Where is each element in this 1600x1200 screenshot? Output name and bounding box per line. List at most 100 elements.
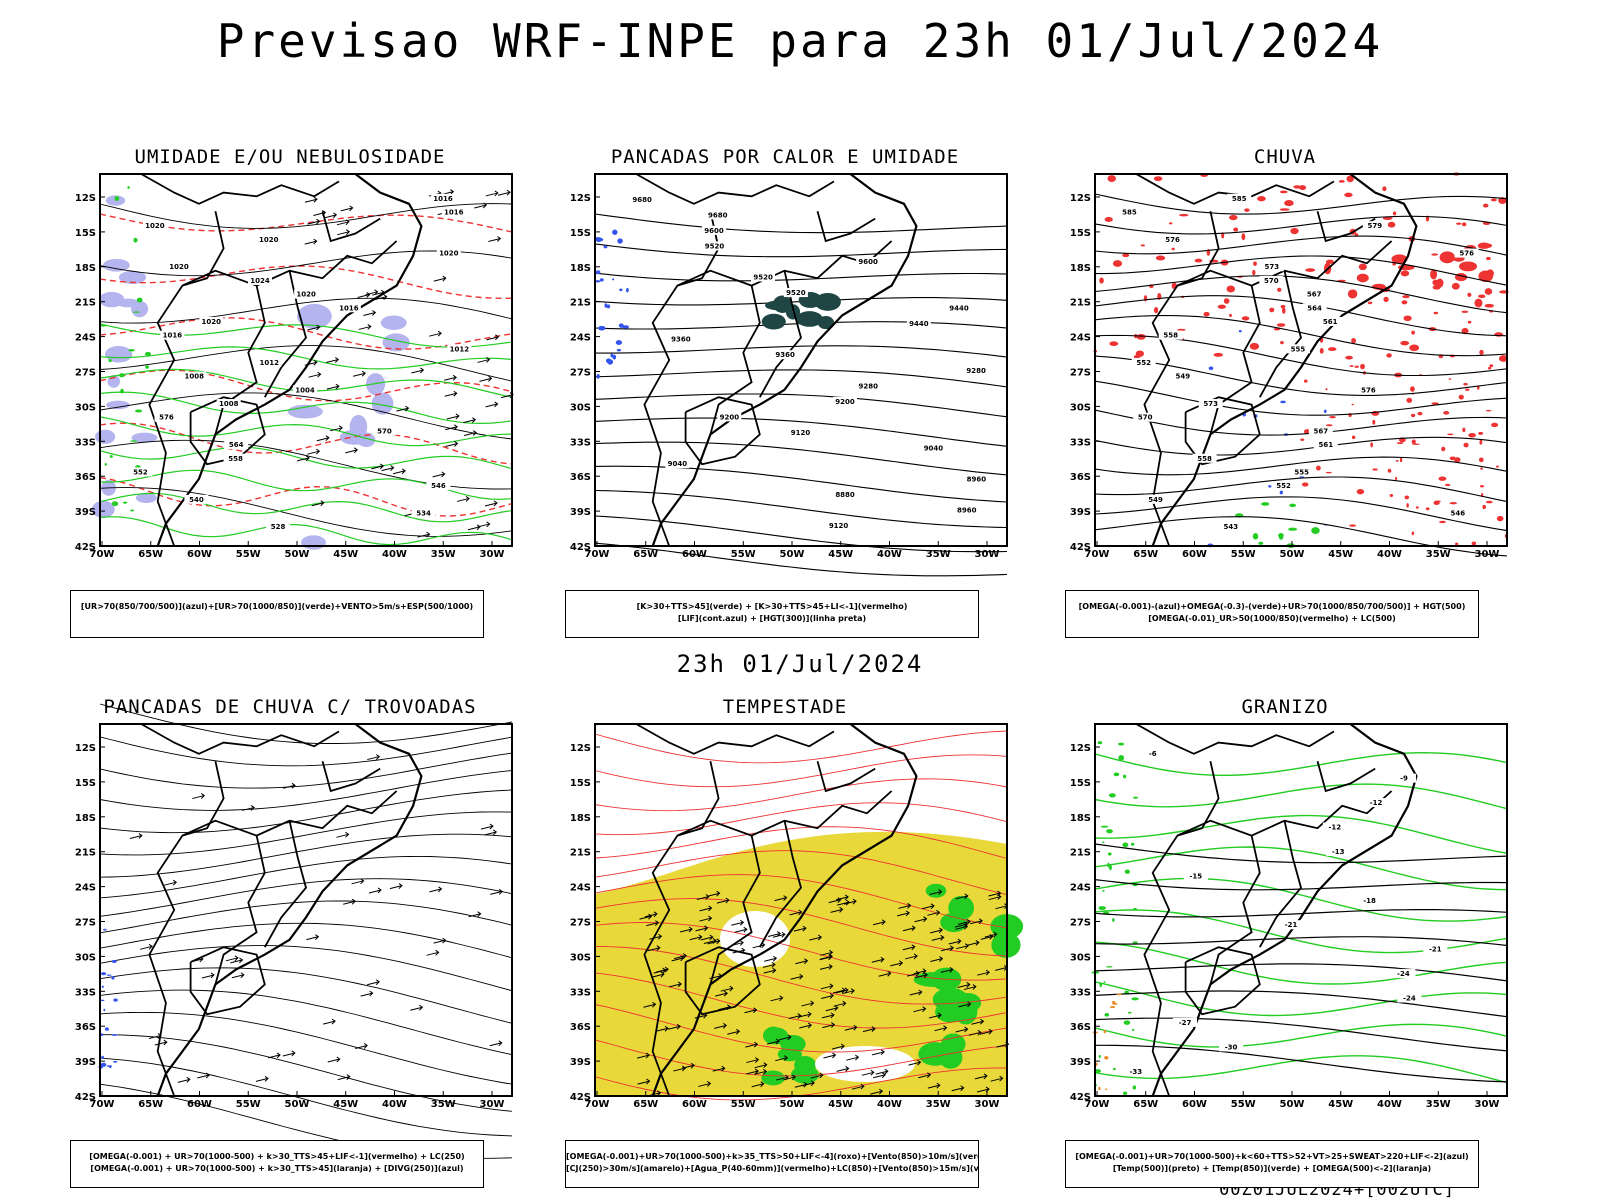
wind-vector bbox=[355, 1045, 368, 1049]
rain-area bbox=[1438, 476, 1447, 481]
rain-area bbox=[1223, 298, 1230, 304]
state-border bbox=[1316, 210, 1376, 243]
contour-label-bg bbox=[294, 289, 319, 299]
contour-label: -30 bbox=[1225, 1043, 1238, 1051]
humidity-green-contour bbox=[99, 391, 513, 425]
wind-vector bbox=[844, 1026, 857, 1031]
contour-label: 558 bbox=[1197, 455, 1212, 463]
omega-orange-area bbox=[1098, 1086, 1101, 1091]
clear-area bbox=[720, 911, 790, 967]
rain-area bbox=[1402, 295, 1410, 299]
wind-vector bbox=[340, 207, 353, 212]
temp-850-contour bbox=[1124, 869, 1130, 874]
humidity-blue-area bbox=[301, 535, 326, 550]
humidity-green-contour bbox=[99, 346, 513, 370]
contour-label: 8960 bbox=[967, 476, 987, 484]
omega-green-area bbox=[1278, 533, 1284, 538]
height-contour bbox=[1094, 314, 1508, 357]
rain-area bbox=[1284, 200, 1294, 207]
contour-label: 1020 bbox=[296, 291, 316, 299]
wind-vector bbox=[775, 1057, 788, 1062]
contour-label: 9520 bbox=[786, 289, 806, 297]
contour-label-bg bbox=[1391, 969, 1416, 979]
contour-label: 9440 bbox=[909, 320, 929, 328]
lat-label: 15S bbox=[75, 228, 96, 239]
temp-500-contour bbox=[1094, 990, 1508, 1018]
wind-850-area bbox=[991, 932, 1021, 958]
lat-label: 42S bbox=[1070, 1092, 1091, 1103]
wind-vector bbox=[956, 945, 969, 950]
lat-label: 24S bbox=[1070, 883, 1091, 894]
contour-label: 585 bbox=[1232, 195, 1247, 203]
wind-vector bbox=[699, 917, 712, 922]
height-contour bbox=[594, 369, 1008, 388]
height-contour bbox=[1094, 496, 1508, 532]
rain-area bbox=[1279, 208, 1290, 211]
temp-850-contour bbox=[1133, 907, 1137, 911]
state-border bbox=[709, 835, 761, 985]
rain-area bbox=[1462, 427, 1466, 433]
wind-arrowhead bbox=[783, 1055, 789, 1062]
rain-area bbox=[1356, 488, 1365, 495]
lat-label: 12S bbox=[1070, 743, 1091, 754]
panel-pancadas-trovoadas: PANCADAS DE CHUVA C/ TROVOADAS 12S 15S 18S… bbox=[50, 696, 530, 1196]
wind-arrowhead bbox=[938, 889, 943, 895]
wind-vector bbox=[255, 1077, 269, 1082]
rain-area bbox=[1447, 433, 1454, 436]
contour-label-bg bbox=[1392, 773, 1417, 783]
wind-vector bbox=[225, 957, 239, 962]
convection-area bbox=[761, 313, 786, 330]
temp-850-contour bbox=[1123, 774, 1127, 779]
wind-arrowhead bbox=[977, 1029, 982, 1036]
wind-vector bbox=[700, 936, 713, 941]
wind-arrowhead bbox=[887, 970, 892, 977]
wind-arrowhead bbox=[346, 1074, 351, 1080]
rain-area bbox=[1382, 186, 1387, 192]
wind-arrowhead bbox=[881, 919, 886, 926]
contour-label: 564 bbox=[229, 441, 244, 449]
contour-label: 585 bbox=[1122, 209, 1137, 217]
contour-label-bg bbox=[1454, 248, 1479, 258]
contour-label: 570 bbox=[377, 427, 392, 435]
height-contour bbox=[1094, 380, 1508, 416]
contour-label-bg bbox=[1279, 920, 1304, 930]
temp-850-contour bbox=[1131, 1028, 1135, 1031]
streamline bbox=[99, 945, 513, 992]
rain-area bbox=[1386, 353, 1392, 358]
lon-label: 35W bbox=[431, 549, 456, 560]
panel-legend: [K>30+TTS>45](verde) + [K>30+TTS>45+LI<-… bbox=[565, 590, 979, 638]
wind-vector bbox=[689, 936, 702, 941]
wind-vector bbox=[930, 929, 943, 934]
height-contour bbox=[595, 345, 1008, 358]
wind-vector bbox=[909, 991, 922, 996]
wind-arrowhead bbox=[349, 205, 354, 212]
contour-label-bg bbox=[1218, 522, 1243, 532]
temp-850-contour bbox=[1103, 981, 1106, 983]
wind-arrowhead bbox=[957, 938, 962, 945]
state-border bbox=[635, 723, 835, 755]
wind-arrowhead bbox=[656, 945, 661, 952]
lat-label: 21S bbox=[75, 848, 96, 859]
contour-label-bg bbox=[166, 262, 191, 272]
contour-label-bg bbox=[1143, 494, 1168, 504]
wind-arrowhead bbox=[754, 1057, 760, 1063]
state-border bbox=[1184, 396, 1261, 466]
wind-arrowhead bbox=[972, 984, 977, 990]
rain-area bbox=[1451, 282, 1460, 290]
rain-area bbox=[1489, 364, 1494, 368]
humidity-blue-area bbox=[371, 392, 394, 415]
lon-label: 70W bbox=[1085, 549, 1110, 560]
rain-area bbox=[1403, 315, 1412, 322]
rain-area bbox=[1448, 378, 1452, 380]
wind-arrowhead bbox=[915, 970, 920, 977]
contour-label-bg bbox=[1183, 871, 1208, 881]
wind-arrowhead bbox=[664, 1025, 669, 1032]
wind-vector bbox=[674, 955, 687, 960]
wind-arrowhead bbox=[791, 1074, 797, 1081]
omega-green-area bbox=[1261, 502, 1270, 506]
legend-line: [OMEGA(-0.001) + UR>70(1000-500) + k>30_… bbox=[90, 1164, 464, 1173]
wind-vector bbox=[326, 359, 339, 363]
humidity-blue-area bbox=[106, 400, 130, 410]
map-frame bbox=[99, 723, 513, 1097]
rain-area bbox=[1490, 198, 1497, 202]
